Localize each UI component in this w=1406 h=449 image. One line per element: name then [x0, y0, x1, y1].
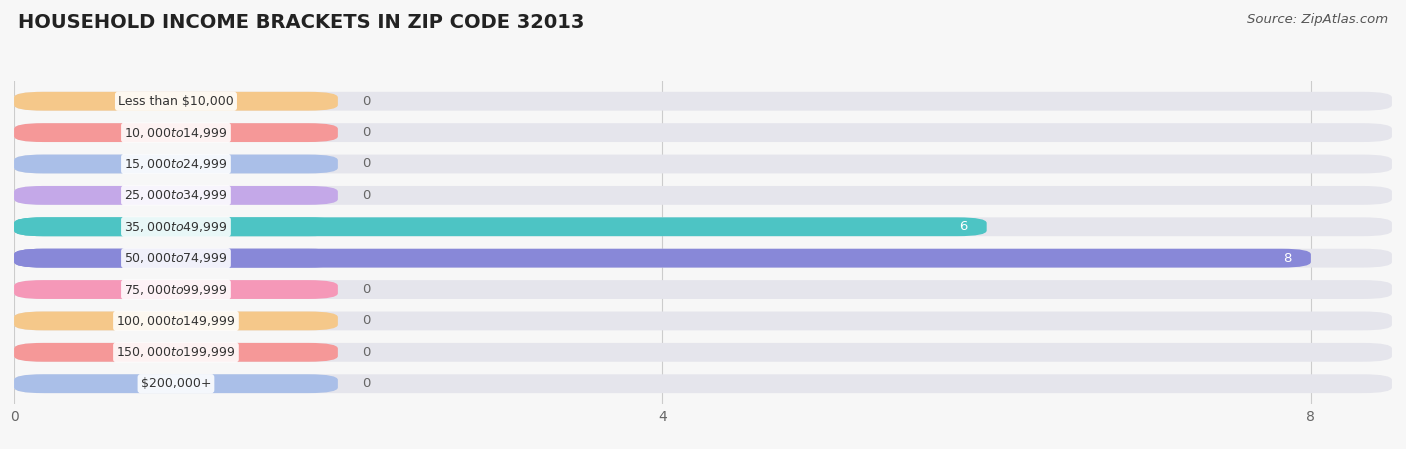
Text: $75,000 to $99,999: $75,000 to $99,999	[124, 282, 228, 296]
FancyBboxPatch shape	[14, 123, 1392, 142]
FancyBboxPatch shape	[14, 374, 337, 393]
FancyBboxPatch shape	[14, 280, 337, 299]
FancyBboxPatch shape	[14, 249, 1392, 268]
FancyBboxPatch shape	[14, 280, 1392, 299]
FancyBboxPatch shape	[14, 217, 1392, 236]
Text: 0: 0	[363, 158, 371, 171]
Text: $10,000 to $14,999: $10,000 to $14,999	[124, 126, 228, 140]
FancyBboxPatch shape	[14, 186, 337, 205]
FancyBboxPatch shape	[14, 343, 337, 362]
Text: 8: 8	[1284, 251, 1292, 264]
FancyBboxPatch shape	[14, 249, 1310, 268]
Text: $150,000 to $199,999: $150,000 to $199,999	[117, 345, 236, 359]
Text: 0: 0	[363, 189, 371, 202]
Text: $200,000+: $200,000+	[141, 377, 211, 390]
FancyBboxPatch shape	[14, 312, 1392, 330]
FancyBboxPatch shape	[14, 374, 1392, 393]
FancyBboxPatch shape	[14, 217, 987, 236]
FancyBboxPatch shape	[14, 249, 337, 268]
Text: 0: 0	[363, 95, 371, 108]
Text: HOUSEHOLD INCOME BRACKETS IN ZIP CODE 32013: HOUSEHOLD INCOME BRACKETS IN ZIP CODE 32…	[18, 13, 585, 32]
FancyBboxPatch shape	[14, 186, 1392, 205]
FancyBboxPatch shape	[14, 154, 1392, 173]
FancyBboxPatch shape	[14, 123, 337, 142]
FancyBboxPatch shape	[14, 312, 337, 330]
Text: $35,000 to $49,999: $35,000 to $49,999	[124, 220, 228, 234]
Text: $15,000 to $24,999: $15,000 to $24,999	[124, 157, 228, 171]
Text: Less than $10,000: Less than $10,000	[118, 95, 233, 108]
Text: 0: 0	[363, 377, 371, 390]
Text: $50,000 to $74,999: $50,000 to $74,999	[124, 251, 228, 265]
Text: 0: 0	[363, 283, 371, 296]
FancyBboxPatch shape	[14, 343, 1392, 362]
Text: $100,000 to $149,999: $100,000 to $149,999	[117, 314, 236, 328]
FancyBboxPatch shape	[14, 154, 337, 173]
Text: 6: 6	[959, 220, 967, 233]
Text: 0: 0	[363, 346, 371, 359]
Text: $25,000 to $34,999: $25,000 to $34,999	[124, 189, 228, 202]
Text: 0: 0	[363, 126, 371, 139]
FancyBboxPatch shape	[14, 92, 1392, 110]
FancyBboxPatch shape	[14, 217, 337, 236]
Text: 0: 0	[363, 314, 371, 327]
FancyBboxPatch shape	[14, 92, 337, 110]
Text: Source: ZipAtlas.com: Source: ZipAtlas.com	[1247, 13, 1388, 26]
